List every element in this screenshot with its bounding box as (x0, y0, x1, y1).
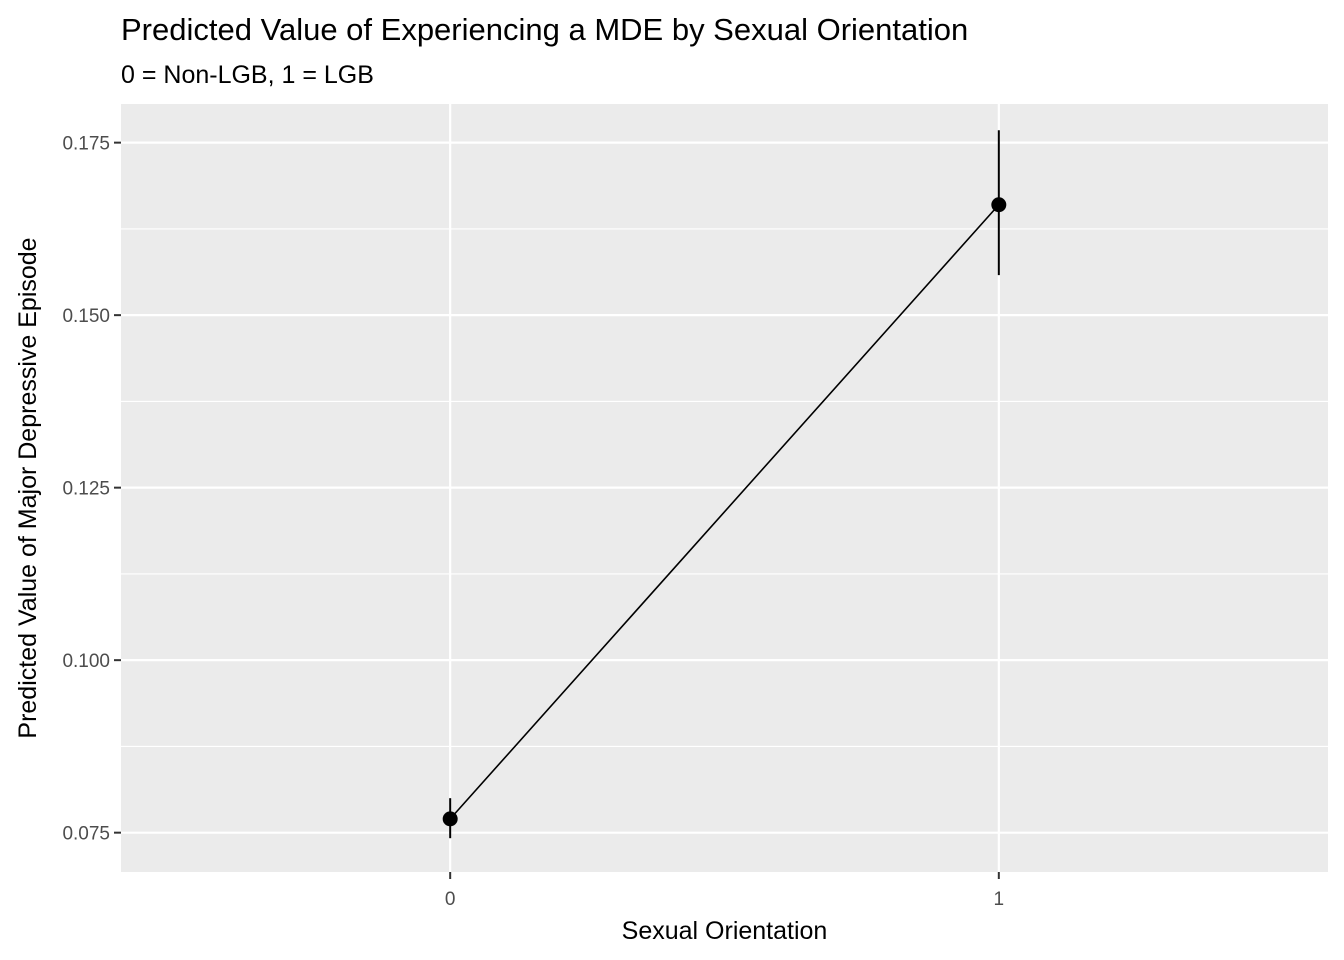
chart-subtitle: 0 = Non-LGB, 1 = LGB (121, 61, 374, 89)
y-tick-label: 0.100 (62, 651, 110, 672)
chart-title: Predicted Value of Experiencing a MDE by… (121, 12, 968, 47)
y-axis-title: Predicted Value of Major Depressive Epis… (14, 237, 42, 738)
data-point (991, 197, 1007, 213)
x-tick-label: 1 (994, 889, 1005, 910)
y-tick-label: 0.125 (62, 479, 110, 500)
y-axis-ticks: 0.075 0.100 0.125 0.150 0.175 (62, 134, 121, 845)
y-tick-label: 0.150 (62, 306, 110, 327)
x-tick-label: 0 (445, 889, 456, 910)
series-line (449, 204, 1000, 820)
y-tick-label: 0.175 (62, 134, 110, 155)
y-tick-label: 0.075 (62, 824, 110, 845)
minor-gridlines (121, 228, 1328, 747)
data-point (442, 811, 458, 827)
x-axis-title: Sexual Orientation (622, 917, 828, 945)
data-marks (442, 130, 1007, 839)
